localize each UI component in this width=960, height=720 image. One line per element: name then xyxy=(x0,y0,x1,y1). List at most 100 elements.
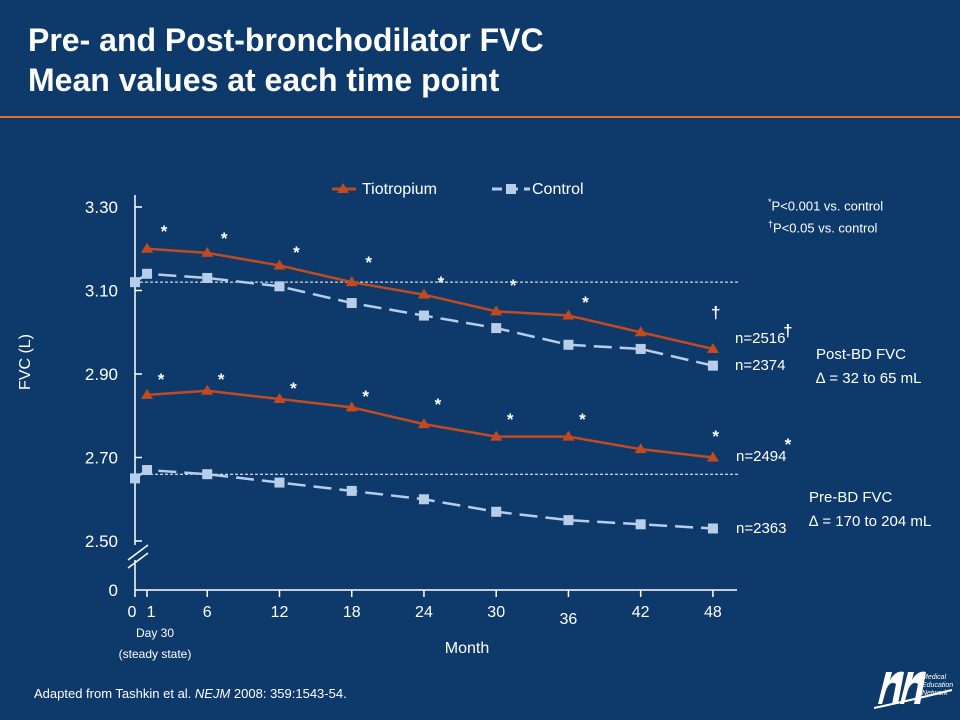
tiotropium-point xyxy=(201,384,214,395)
control-point xyxy=(130,473,140,484)
x-tick-label: 24 xyxy=(415,604,433,621)
significance-mark-pre: * xyxy=(579,410,586,429)
medical-education-network-logo-icon xyxy=(873,671,953,709)
significance-mark-post: * xyxy=(293,243,300,262)
y-tick-label: 3.10 xyxy=(85,282,118,301)
logo-text: Medical Education Network xyxy=(922,674,954,697)
footnote-star: *P<0.001 vs. control xyxy=(768,197,884,214)
significance-mark-pre: * xyxy=(290,379,297,398)
significance-mark-post: * xyxy=(161,222,168,241)
control-point xyxy=(274,281,285,292)
tiotropium-point xyxy=(141,388,154,399)
y-tick-label: 2.90 xyxy=(85,365,118,384)
x-tick-label: 48 xyxy=(704,604,722,621)
control-point xyxy=(635,519,646,530)
tiotropium-point xyxy=(490,305,503,316)
y-tick-label: 2.70 xyxy=(85,449,118,468)
control-point xyxy=(274,477,285,488)
tiotropium-point xyxy=(201,246,214,257)
control-point xyxy=(635,343,646,354)
control-point xyxy=(707,360,718,371)
y-tick-label: 2.50 xyxy=(85,532,118,551)
significance-mark-pre: * xyxy=(507,410,514,429)
significance-mark-post: † xyxy=(711,303,720,322)
tiotropium-point xyxy=(417,288,430,299)
x-tick-label: 12 xyxy=(271,604,289,621)
control-line-Pre-BD xyxy=(134,468,713,530)
axis-break-mark xyxy=(127,544,149,561)
tiotropium-point xyxy=(634,443,647,454)
tiotropium-point xyxy=(141,242,154,253)
n-label-pre-tiotropium: n=2494 xyxy=(736,448,786,465)
legend-tiotropium-label: Tiotropium xyxy=(362,181,437,198)
title-line-2: Mean values at each time point xyxy=(28,62,500,98)
n-label-post-tiotropium: n=2516 xyxy=(735,330,785,347)
significance-mark-post: * xyxy=(221,229,228,248)
x-tick-label: 18 xyxy=(343,604,361,621)
n-label-pre-control: n=2363 xyxy=(736,520,786,537)
control-point xyxy=(346,298,357,309)
tiotropium-point xyxy=(634,326,647,337)
control-point xyxy=(491,506,502,517)
control-point xyxy=(707,523,718,534)
control-point xyxy=(202,272,213,283)
tiotropium-point xyxy=(706,342,719,353)
significance-mark-post: * xyxy=(438,273,445,292)
tiotropium-line-Post-BD xyxy=(146,247,714,351)
y-axis-label: FVC (L) xyxy=(17,334,34,390)
significance-mark-post: * xyxy=(582,293,589,312)
source-citation: Adapted from Tashkin et al. NEJM 2008: 3… xyxy=(34,686,347,701)
tiotropium-line-Pre-BD xyxy=(146,389,714,459)
x-tick-label: 0 xyxy=(128,604,137,621)
legend-tiotropium-marker xyxy=(337,183,349,193)
x-tick-label: 6 xyxy=(203,604,212,621)
significance-mark-pre: * xyxy=(218,370,225,389)
significance-mark-pre: * xyxy=(435,395,442,414)
n-label-post-control: n=2374 xyxy=(735,357,785,374)
control-point xyxy=(142,268,153,279)
post-bd-delta: ∆ = 32 to 65 mL xyxy=(816,370,922,387)
tiotropium-point xyxy=(562,309,575,320)
legend-control-marker xyxy=(506,184,516,194)
x-day30-label: Day 30 xyxy=(136,626,174,640)
footnote-dagger: †P<0.05 vs. control xyxy=(768,219,878,236)
tiotropium-point xyxy=(706,451,719,462)
axis-break-mark xyxy=(127,552,149,569)
tiotropium-point xyxy=(562,430,575,441)
tiotropium-point xyxy=(490,430,503,441)
x-tick-label: 36 xyxy=(560,611,578,628)
x-day30-label: (steady state) xyxy=(119,647,192,661)
significance-mark-pre: * xyxy=(785,435,792,454)
post-bd-label: Post-BD FVC xyxy=(816,346,906,363)
control-point xyxy=(418,494,429,505)
y-tick-label-zero: 0 xyxy=(109,581,118,600)
tiotropium-point xyxy=(345,401,358,412)
control-point xyxy=(563,515,574,526)
control-point xyxy=(130,277,140,288)
control-point xyxy=(563,339,574,350)
significance-mark-pre: * xyxy=(712,427,719,446)
x-tick-label: 42 xyxy=(632,604,650,621)
control-line-Post-BD xyxy=(134,272,714,367)
x-axis-label: Month xyxy=(445,640,489,657)
significance-mark-post: * xyxy=(365,253,372,272)
tiotropium-point xyxy=(417,418,430,429)
significance-mark-post: * xyxy=(510,276,517,295)
significance-mark-pre: * xyxy=(362,387,369,406)
tiotropium-point xyxy=(273,259,286,270)
control-point xyxy=(142,465,153,476)
tiotropium-point xyxy=(273,393,286,404)
title-divider xyxy=(0,116,960,118)
pre-bd-label: Pre-BD FVC xyxy=(809,489,893,506)
pre-bd-delta: ∆ = 170 to 204 mL xyxy=(809,513,931,530)
tiotropium-point xyxy=(345,276,358,287)
significance-mark-pre: * xyxy=(158,370,165,389)
control-point xyxy=(346,485,357,496)
title-line-1: Pre- and Post-bronchodilator FVC xyxy=(28,22,544,58)
significance-mark-post: † xyxy=(783,321,792,340)
legend-control-label: Control xyxy=(532,181,584,198)
control-point xyxy=(202,469,213,480)
footnotes: *P<0.001 vs. control †P<0.05 vs. control xyxy=(768,193,883,238)
slide-title: Pre- and Post-bronchodilator FVC Mean va… xyxy=(28,20,544,100)
